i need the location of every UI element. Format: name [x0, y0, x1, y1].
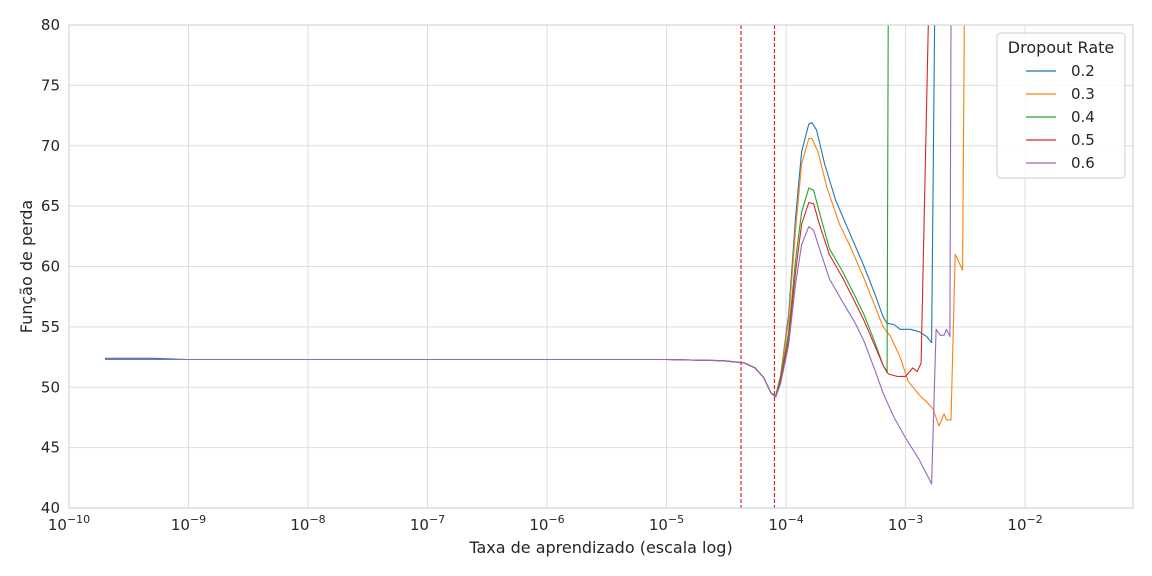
- x-tick-exponent: −8: [309, 513, 325, 526]
- x-tick-exponent: −4: [787, 513, 803, 526]
- legend-entry: 0.4: [1071, 108, 1095, 126]
- x-axis-ticks: 10−10 10−9 10−8 10−7 10−6 10−5 10−4 10−3 10−2: [48, 513, 1043, 534]
- x-tick-base: 10: [290, 516, 309, 534]
- x-tick-label: 10−3: [888, 513, 923, 534]
- x-tick-exponent: −2: [1027, 513, 1043, 526]
- x-tick-base: 10: [888, 516, 907, 534]
- y-tick-label: 65: [41, 197, 60, 215]
- x-tick-label: 10−7: [410, 513, 445, 534]
- x-tick-label: 10−5: [649, 513, 684, 534]
- y-axis-label: Função de perda: [17, 200, 36, 333]
- series-lines: [105, 25, 965, 485]
- y-axis-ticks: 40 45 50 55 60 65 70 75 80: [41, 16, 60, 517]
- legend-entry: 0.2: [1071, 62, 1095, 80]
- x-tick-base: 10: [1007, 516, 1026, 534]
- legend-entry: 0.3: [1071, 85, 1095, 103]
- legend-entry: 0.5: [1071, 131, 1095, 149]
- y-tick-label: 55: [41, 318, 60, 336]
- x-tick-exponent: −3: [907, 513, 923, 526]
- plot-frame: [68, 24, 1134, 509]
- y-tick-label: 40: [41, 499, 60, 517]
- legend-title: Dropout Rate: [1008, 38, 1114, 57]
- x-tick-label: 10−9: [171, 513, 206, 534]
- x-tick-label: 10−2: [1007, 513, 1042, 534]
- y-tick-label: 80: [41, 16, 60, 34]
- x-tick-base: 10: [410, 516, 429, 534]
- legend-entry: 0.6: [1071, 154, 1095, 172]
- series-line-0.6: [105, 25, 952, 485]
- y-tick-label: 50: [41, 378, 60, 396]
- x-tick-exponent: −7: [429, 513, 445, 526]
- x-tick-label: 10−8: [290, 513, 325, 534]
- x-tick-label: 10−6: [529, 513, 564, 534]
- x-tick-base: 10: [768, 516, 787, 534]
- x-tick-exponent: −9: [190, 513, 206, 526]
- legend: Dropout Rate 0.2 0.3 0.4 0.5 0.6: [996, 32, 1126, 179]
- legend-box: [996, 32, 1126, 179]
- x-tick-base: 10: [48, 516, 67, 534]
- x-tick-label: 10−10: [48, 513, 90, 534]
- y-tick-label: 45: [41, 439, 60, 457]
- x-tick-base: 10: [171, 516, 190, 534]
- y-tick-label: 70: [41, 137, 60, 155]
- y-tick-label: 60: [41, 258, 60, 276]
- x-tick-base: 10: [529, 516, 548, 534]
- x-tick-label: 10−4: [768, 513, 803, 534]
- x-tick-base: 10: [649, 516, 668, 534]
- x-tick-exponent: −10: [67, 513, 90, 526]
- x-tick-exponent: −6: [548, 513, 564, 526]
- reference-lines: [740, 25, 776, 508]
- x-axis-label: Taxa de aprendizado (escala log): [468, 538, 732, 557]
- x-tick-exponent: −5: [668, 513, 684, 526]
- y-tick-label: 75: [41, 76, 60, 94]
